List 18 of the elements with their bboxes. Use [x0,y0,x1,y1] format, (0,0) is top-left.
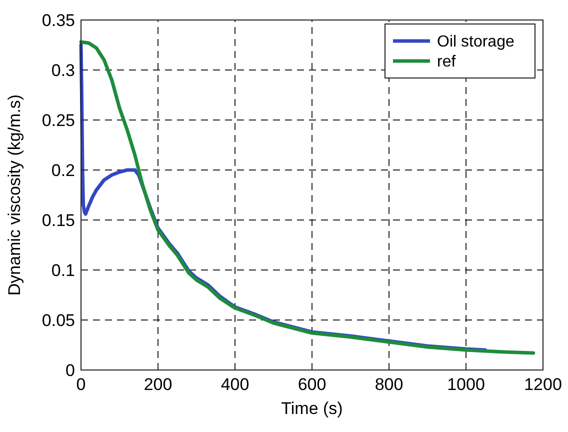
y-tick-label: 0.2 [51,160,75,180]
legend-label: ref [437,54,456,71]
y-axis-title: Dynamic viscosity (kg/m.s) [5,94,24,296]
x-tick-label: 600 [298,375,326,394]
y-tick-label: 0.35 [42,10,75,30]
y-tick-label: 0 [66,360,75,380]
x-tick-label: 1000 [447,375,485,394]
y-tick-label: 0.25 [42,110,75,130]
y-tick-label: 0.1 [51,260,75,280]
y-tick-label: 0.05 [42,310,75,330]
y-tick-label: 0.3 [51,60,75,80]
y-tick-label: 0.15 [42,210,75,230]
x-tick-label: 1200 [524,375,562,394]
legend-label: Oil storage [437,34,514,51]
x-axis-title: Time (s) [281,399,343,418]
x-tick-label: 200 [144,375,172,394]
x-tick-label: 400 [220,375,250,394]
x-tick-label: 800 [374,375,404,394]
